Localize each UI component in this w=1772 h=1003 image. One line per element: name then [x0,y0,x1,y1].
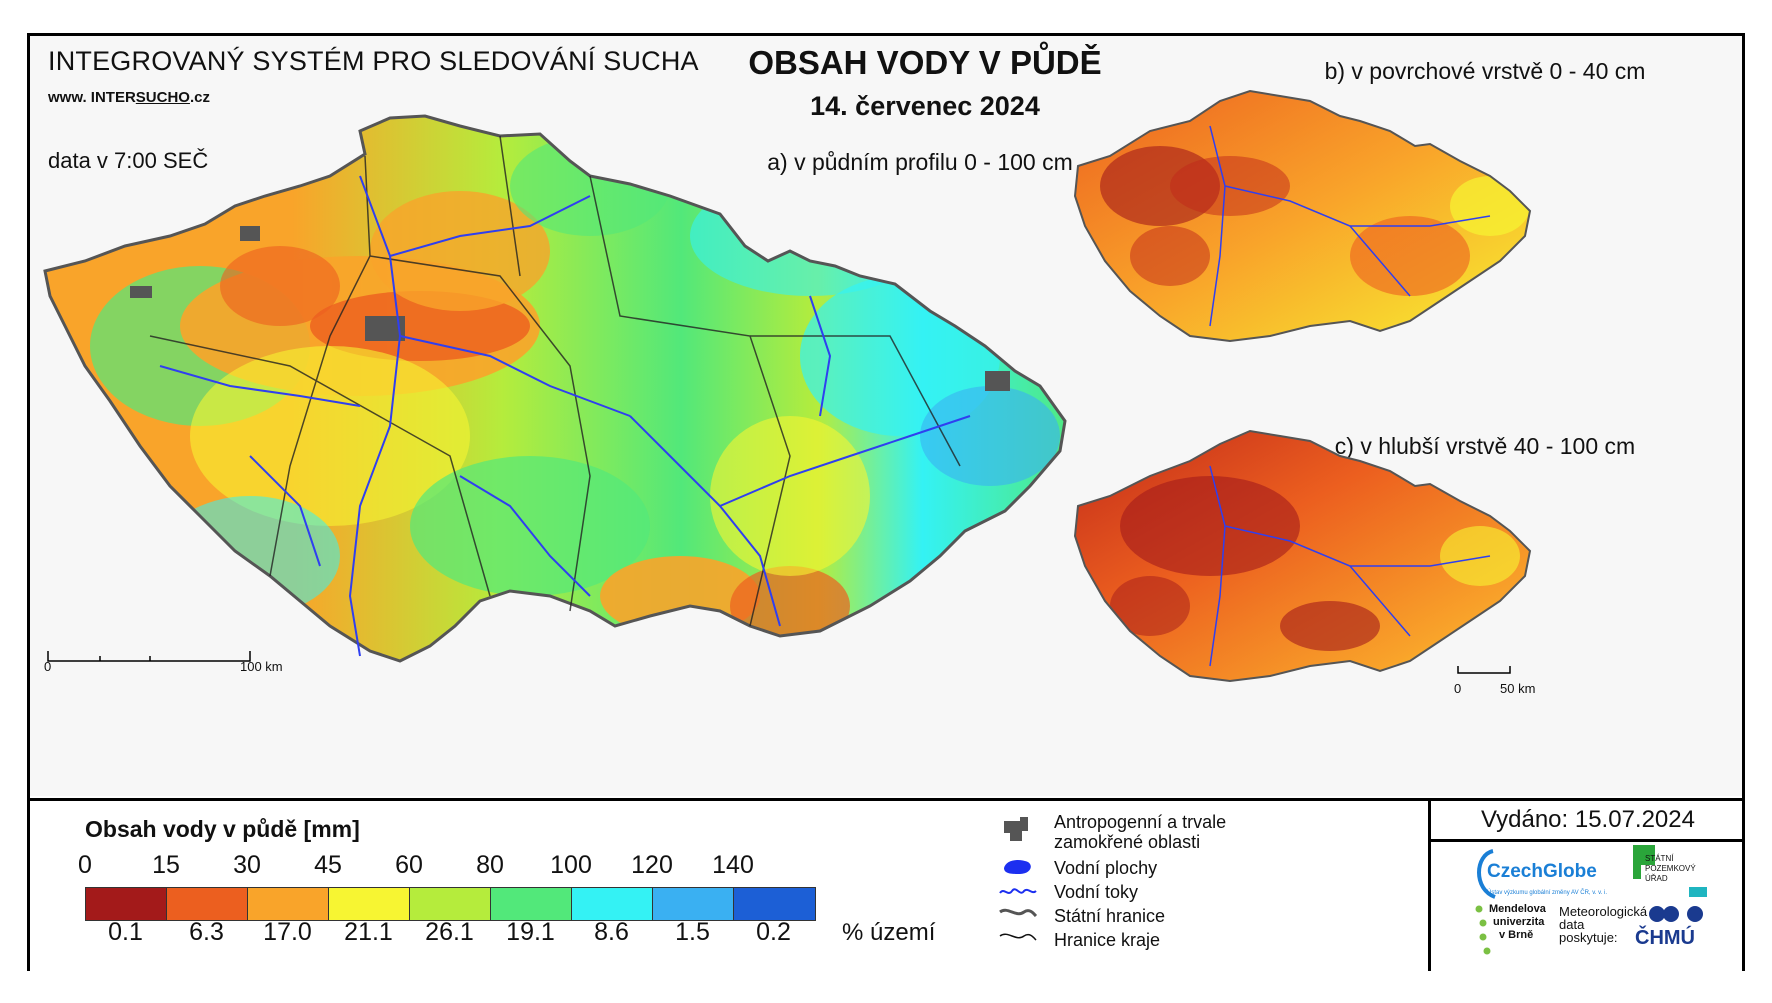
river-icon [999,888,1037,894]
spu-logo-icon [1633,845,1655,879]
legend-tick-label: 30 [233,851,261,879]
panel-a-label: a) v půdním profilu 0 - 100 cm [767,149,1073,175]
main-title: OBSAH VODY V PŮDĚ [748,44,1102,81]
scale-a-max: 100 km [240,659,283,674]
map-date: 14. červenec 2024 [810,91,1040,121]
scale-a-zero: 0 [44,659,52,674]
mendelu-line2: univerzita [1493,916,1545,928]
legend-class-swatch [491,888,572,920]
map-frame: INTEGROVANÝ SYSTÉM PRO SLEDOVÁNÍ SUCHA w… [27,33,1745,971]
legend-anthropogenic-line2: zamokřené oblasti [1054,832,1201,852]
panel-c-label: c) v hlubší vrstvě 40 - 100 cm [1334,433,1636,459]
legend-class-swatch [410,888,491,920]
legend-class-percent: 0.1 [108,918,143,946]
meteo-line2: data [1559,917,1585,932]
region-border-icon [999,933,1037,941]
legend-class-percent: 17.0 [263,918,312,946]
legend-tick-label: 120 [631,851,673,879]
czechglobe-subtitle: Ústav výzkumu globální změny AV ČR, v. v… [1487,890,1608,896]
legend-class-percent: 19.1 [506,918,555,946]
meteo-line3: poskytuje: [1559,930,1618,945]
system-title: INTEGROVANÝ SYSTÉM PRO SLEDOVÁNÍ SUCHA [48,46,699,76]
legend-class-swatch [248,888,329,920]
mendelu-logo-icon [1475,905,1491,955]
meteo-line1: Meteorologická [1559,904,1648,919]
legend-tick-label: 140 [712,851,754,879]
anthropogenic-area-icon [1004,817,1028,841]
issued-date: Vydáno: 15.07.2024 [1431,801,1745,842]
legend-water-bodies: Vodní plochy [1054,858,1158,878]
spu-line3: ÚŘAD [1645,874,1668,883]
legend-tick-label: 100 [550,851,592,879]
legend-region-border: Hranice kraje [1054,930,1161,950]
czechglobe-name: CzechGlobe [1487,861,1597,882]
legend-title: Obsah vody v půdě [mm] [85,816,360,842]
scale-bar-a [47,651,251,662]
legend-tick-label: 80 [476,851,504,879]
chmu-logo-icon [1649,906,1703,922]
panel-b-label: b) v povrchové vrstvě 0 - 40 cm [1324,58,1646,84]
scale-c-max: 50 km [1500,681,1536,696]
scale-c-zero: 0 [1454,681,1462,696]
spu-line1: STÁTNÍ [1645,854,1674,863]
website-link[interactable]: www. INTERSUCHO.cz [48,89,210,106]
spu-line2: POZEMKOVÝ [1645,864,1696,873]
legend-tick-label: 15 [152,851,180,879]
percent-unit: % území [842,919,936,946]
website-suffix: .cz [189,89,210,106]
map-area: INTEGROVANÝ SYSTÉM PRO SLEDOVÁNÍ SUCHA w… [30,36,1742,796]
website-highlight: SUCHO [135,89,190,106]
state-border-icon [999,908,1038,918]
legend-class-percent: 6.3 [189,918,224,946]
legend-class-percent: 21.1 [344,918,393,946]
legend-class-percent: 8.6 [594,918,629,946]
legend-class-swatch [86,888,167,920]
main-soil-moisture-map [43,89,1532,683]
chmu-name: ČHMÚ [1635,927,1695,949]
legend-class-percent: 1.5 [675,918,710,946]
data-time: data v 7:00 SEČ [48,148,209,173]
legend-rivers: Vodní toky [1054,882,1139,902]
legend-class-swatch [734,888,815,920]
legend-anthropogenic-line1: Antropogenní a trvale [1054,812,1227,832]
czechglobe-logo-icon [1477,849,1496,899]
mendelu-line1: Mendelova [1489,903,1546,915]
legend-class-swatch [167,888,248,920]
legend-class-percent: 0.2 [756,918,791,946]
legend-tick-label: 0 [78,851,92,879]
legend-tick-label: 60 [395,851,423,879]
website-prefix: www. INTER [48,89,136,106]
water-body-icon [1004,860,1031,874]
legend-class-swatch [572,888,653,920]
issuer-box: Vydáno: 15.07.2024 CzechGlobe Ústav výzk… [1428,801,1745,971]
spu-accent-icon [1689,887,1707,897]
legend-tick-label: 45 [314,851,342,879]
legend-class-swatch [329,888,410,920]
legend-state-border: Státní hranice [1054,906,1166,926]
legend-colorbar [85,887,816,921]
legend-class-swatch [653,888,734,920]
legend-area: Obsah vody v půdě [mm] 0 15 30 45 60 80 100 120… [30,798,1745,971]
scale-bar-c [1457,666,1511,674]
legend-class-percent: 26.1 [425,918,474,946]
mendelu-line3: v Brně [1499,929,1534,941]
